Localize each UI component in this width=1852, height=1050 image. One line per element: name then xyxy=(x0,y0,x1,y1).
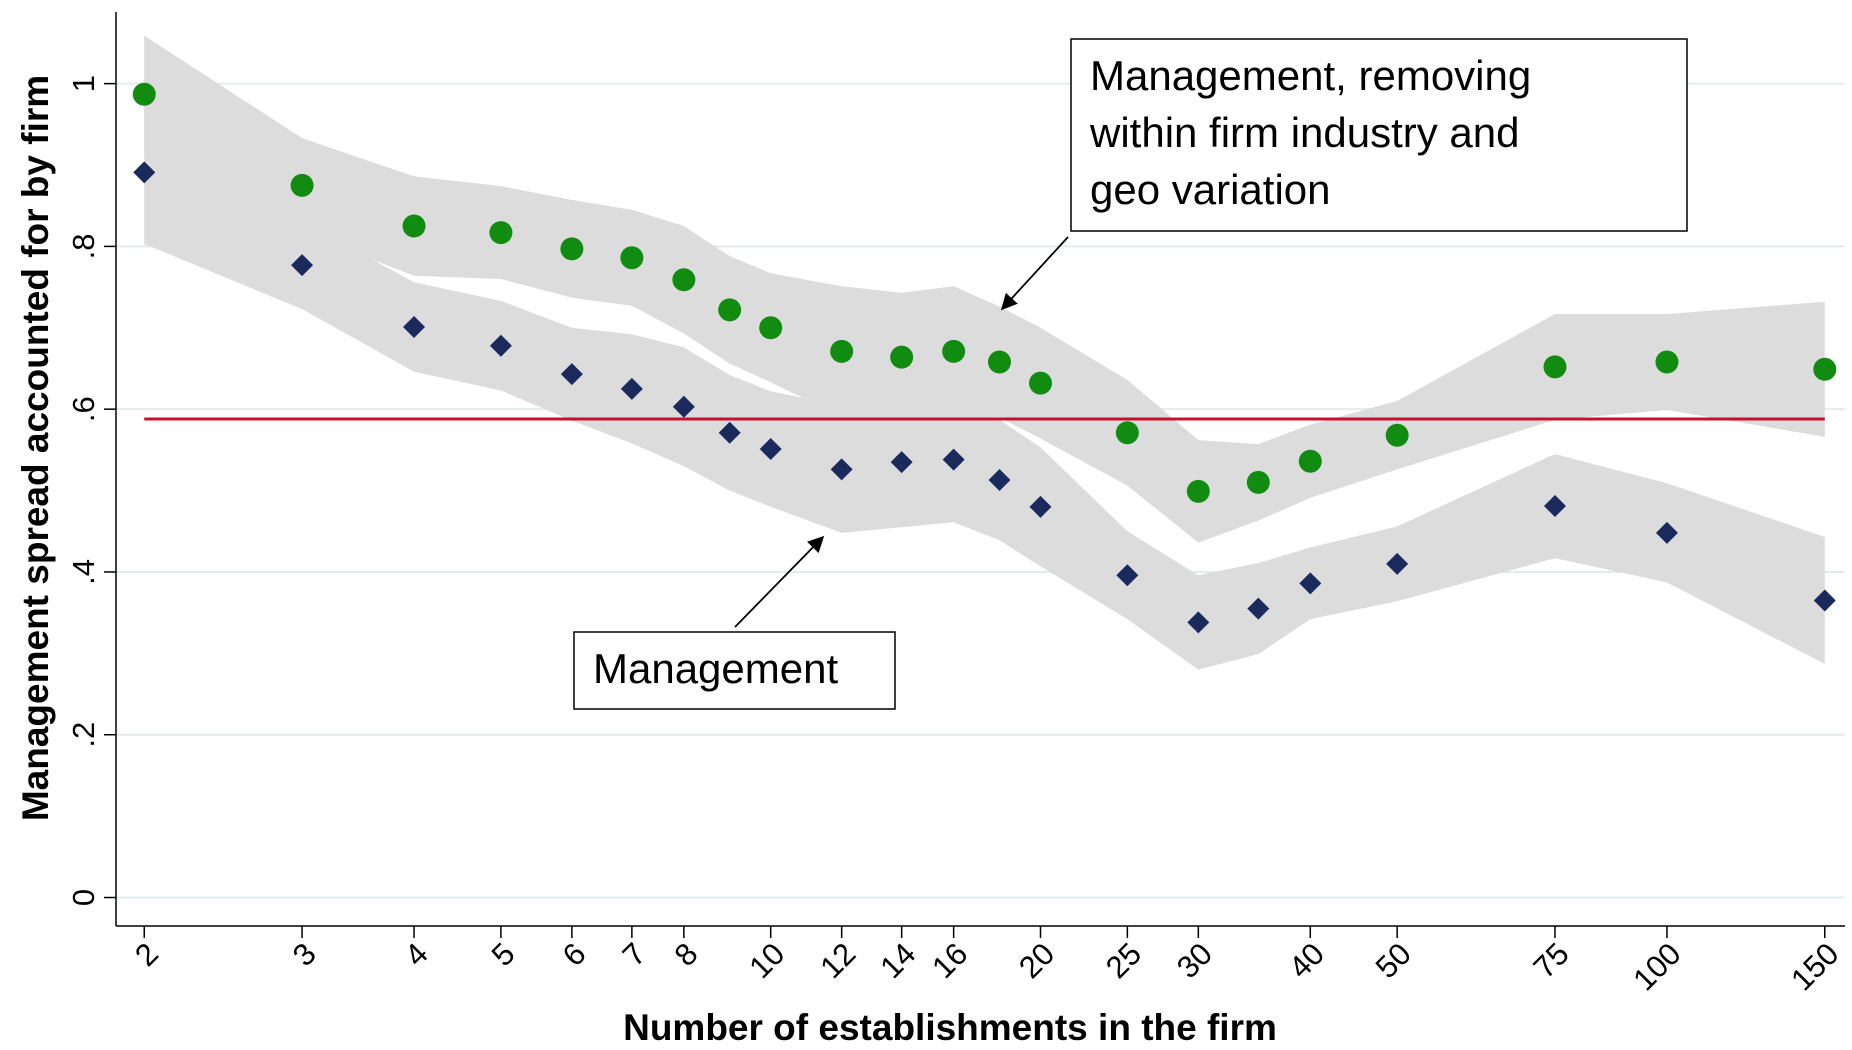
point xyxy=(560,237,584,261)
x-tick-label: 7 xyxy=(616,936,653,973)
point xyxy=(133,161,156,184)
point xyxy=(1299,572,1322,595)
x-axis-title: Number of establishments in the firm xyxy=(623,1007,1277,1048)
y-tick-label: .2 xyxy=(66,722,101,748)
point xyxy=(672,268,696,292)
point xyxy=(1115,421,1139,445)
point xyxy=(942,448,965,471)
point xyxy=(1813,357,1837,381)
point xyxy=(759,438,782,461)
point xyxy=(489,334,512,357)
point xyxy=(1187,611,1210,634)
confidence-band xyxy=(144,100,1825,670)
point xyxy=(672,395,695,418)
point xyxy=(1655,350,1679,374)
point xyxy=(830,339,854,363)
point xyxy=(1543,495,1566,518)
point xyxy=(1386,552,1409,575)
x-tick-label: 40 xyxy=(1282,936,1331,985)
y-tick-label: .4 xyxy=(66,559,101,585)
x-tick-label: 100 xyxy=(1626,936,1687,997)
y-axis-title: Management spread accounted for by firm xyxy=(15,75,56,821)
point xyxy=(1186,479,1210,503)
point xyxy=(1246,470,1270,494)
x-tick-label: 8 xyxy=(668,936,705,973)
point xyxy=(1029,495,1052,518)
point xyxy=(560,363,583,386)
x-tick-label: 20 xyxy=(1012,936,1061,985)
point xyxy=(830,458,853,481)
x-tick-label: 14 xyxy=(873,936,922,985)
point xyxy=(402,214,426,238)
point xyxy=(291,254,314,277)
y-tick-label: .8 xyxy=(66,233,101,259)
x-tick-label: 10 xyxy=(742,936,791,985)
point xyxy=(489,221,513,245)
x-tick-label: 150 xyxy=(1784,936,1845,997)
point xyxy=(988,468,1011,491)
point xyxy=(620,246,644,270)
annotation-box xyxy=(1070,38,1688,232)
annotation-text: geo variation xyxy=(1090,166,1331,213)
annotation-text: within firm industry and xyxy=(1089,109,1520,156)
point xyxy=(1385,423,1409,447)
x-tick-label: 3 xyxy=(286,936,323,973)
confidence-band xyxy=(144,35,1825,543)
annotation-box xyxy=(573,631,896,710)
point xyxy=(132,82,156,106)
annotation-arrow xyxy=(734,535,825,628)
point xyxy=(1543,355,1567,379)
y-tick-label: 0 xyxy=(66,889,101,906)
x-tick-label: 4 xyxy=(398,936,435,973)
x-tick-label: 30 xyxy=(1170,936,1219,985)
x-tick-label: 12 xyxy=(813,936,862,985)
point xyxy=(403,315,426,338)
point xyxy=(890,451,913,474)
point xyxy=(1247,597,1270,620)
point xyxy=(718,298,742,322)
point xyxy=(620,377,643,400)
point xyxy=(759,316,783,340)
x-tick-label: 50 xyxy=(1369,936,1418,985)
point xyxy=(1298,449,1322,473)
x-tick-label: 25 xyxy=(1099,936,1148,985)
point xyxy=(718,421,741,444)
y-tick-label: .6 xyxy=(66,396,101,422)
point xyxy=(290,173,314,197)
point xyxy=(987,350,1011,374)
point xyxy=(890,345,914,369)
point xyxy=(1028,371,1052,395)
annotation-arrow xyxy=(1000,236,1069,311)
annotation-text: Management xyxy=(593,645,838,692)
point xyxy=(1116,564,1139,587)
x-tick-label: 75 xyxy=(1527,936,1576,985)
y-tick-label: 1 xyxy=(66,75,101,92)
point xyxy=(942,339,966,363)
x-tick-label: 2 xyxy=(128,936,165,973)
x-tick-label: 6 xyxy=(556,936,593,973)
x-tick-label: 16 xyxy=(925,936,974,985)
point xyxy=(1813,589,1836,612)
annotation-text: Management, removing xyxy=(1090,52,1531,99)
x-tick-label: 5 xyxy=(485,936,522,973)
point xyxy=(1655,521,1678,544)
